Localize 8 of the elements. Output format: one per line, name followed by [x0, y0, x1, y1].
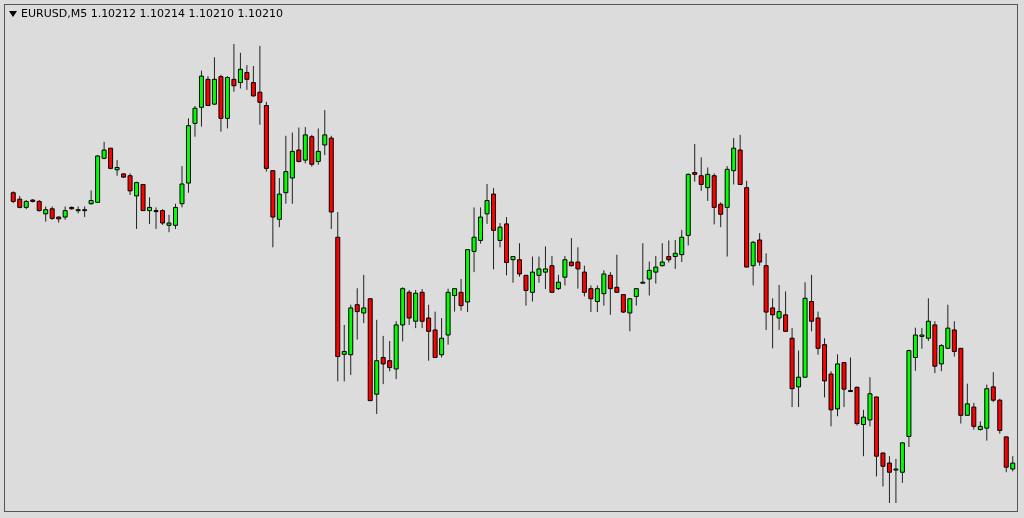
candlestick: [659, 242, 665, 268]
candlestick: [666, 239, 672, 263]
candlestick: [640, 242, 646, 284]
candlestick: [192, 105, 198, 138]
candlestick: [315, 127, 321, 166]
chart-title: EURUSD,M5 1.10212 1.10214 1.10210 1.10210: [21, 7, 284, 20]
candlestick: [322, 109, 328, 156]
candlestick: [283, 135, 289, 205]
